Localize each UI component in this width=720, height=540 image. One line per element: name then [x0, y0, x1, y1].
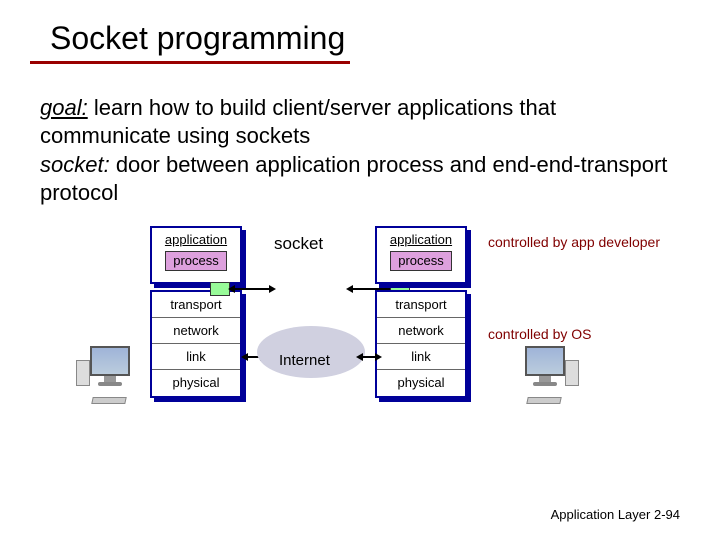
lower-layers-right: transport network link physical	[375, 290, 467, 398]
app-box-left: application process	[150, 226, 242, 284]
computer-icon-left	[80, 346, 140, 402]
slide-title: Socket programming	[50, 20, 680, 57]
arrow-internet-right	[362, 356, 376, 358]
process-box-right: process	[390, 251, 452, 271]
protocol-stack-right: application process transport network li…	[375, 226, 467, 398]
goal-text: learn how to build client/server applica…	[40, 95, 556, 148]
body-text: goal: learn how to build client/server a…	[40, 94, 680, 206]
annotation-os: controlled by OS	[488, 326, 592, 343]
socket-diagram: application process transport network li…	[40, 226, 680, 466]
title-underline	[30, 61, 350, 64]
layer-link-right: link	[377, 344, 465, 370]
layer-link-left: link	[152, 344, 240, 370]
goal-label: goal:	[40, 95, 88, 120]
annotation-developer: controlled by app developer	[488, 234, 660, 251]
socket-label: socket	[274, 234, 323, 254]
internet-label: Internet	[279, 352, 330, 369]
app-box-right: application process	[375, 226, 467, 284]
footer-text: Application Layer	[551, 507, 651, 522]
lower-layers-left: transport network link physical	[150, 290, 242, 398]
protocol-stack-left: application process transport network li…	[150, 226, 242, 398]
app-label-left: application	[152, 228, 240, 247]
layer-network-left: network	[152, 318, 240, 344]
arrow-socket-left	[234, 288, 270, 290]
footer-page: 2-94	[654, 507, 680, 522]
layer-physical-left: physical	[152, 370, 240, 396]
socket-def-text: door between application process and end…	[40, 152, 667, 205]
slide-footer: Application Layer 2-94	[551, 507, 680, 522]
computer-icon-right	[515, 346, 575, 402]
socket-def-label: socket:	[40, 152, 110, 177]
internet-cloud: Internet	[257, 326, 365, 390]
layer-physical-right: physical	[377, 370, 465, 396]
process-box-left: process	[165, 251, 227, 271]
socket-door-left	[210, 282, 230, 296]
layer-transport-right: transport	[377, 292, 465, 318]
layer-network-right: network	[377, 318, 465, 344]
app-label-right: application	[377, 228, 465, 247]
